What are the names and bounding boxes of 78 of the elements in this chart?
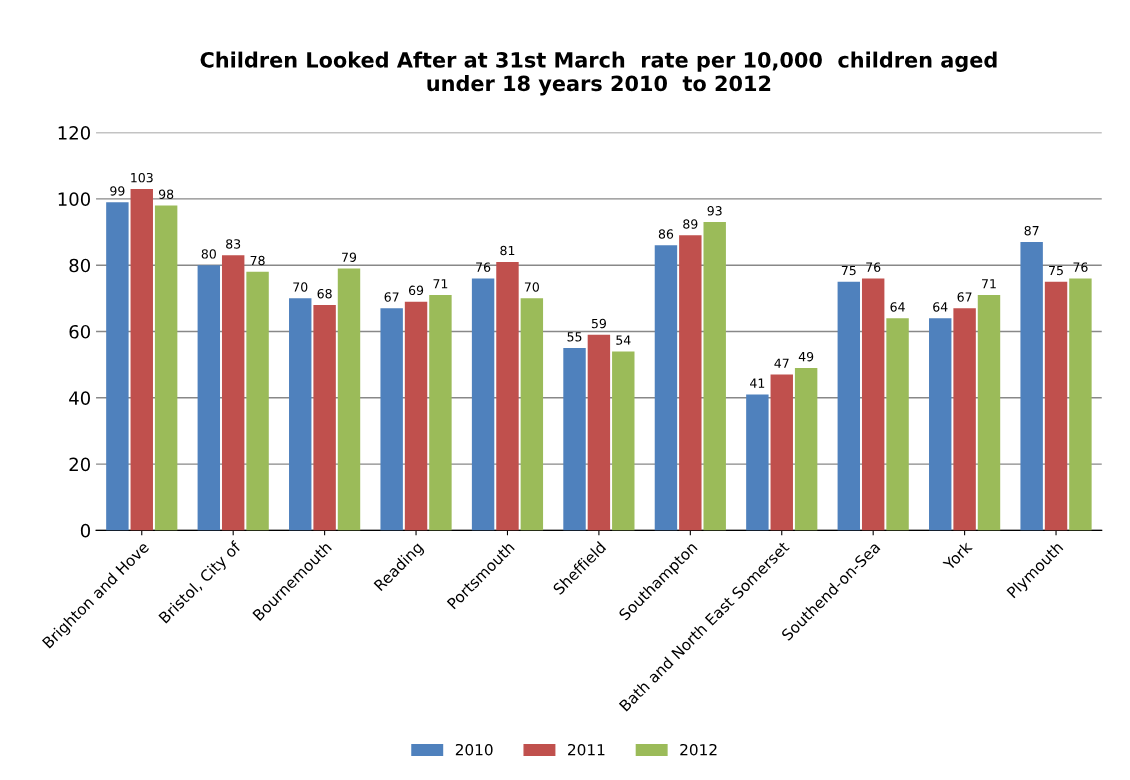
data-label: 87 bbox=[1024, 225, 1039, 236]
chart-title: Children Looked After at 31st March rate per 10,000 children aged under 18 years 2010 to 2012 bbox=[200, 51, 997, 96]
data-label: 76 bbox=[476, 262, 491, 272]
bar bbox=[703, 222, 726, 531]
bar bbox=[380, 308, 403, 531]
data-label: 103 bbox=[131, 172, 153, 183]
y-tick-label: 100 bbox=[58, 192, 90, 207]
data-label: 76 bbox=[866, 262, 881, 272]
data-label: 69 bbox=[408, 285, 424, 296]
bar bbox=[106, 202, 129, 531]
bar bbox=[154, 205, 178, 531]
data-label: 64 bbox=[890, 302, 905, 312]
data-label: 54 bbox=[616, 335, 631, 345]
bar bbox=[404, 301, 428, 531]
y-tick-label: 20 bbox=[69, 457, 90, 472]
bar bbox=[654, 245, 678, 531]
bar bbox=[977, 295, 1001, 531]
data-label: 83 bbox=[226, 239, 241, 249]
bar bbox=[496, 261, 519, 531]
y-tick-label: 60 bbox=[69, 324, 90, 339]
data-label: 41 bbox=[750, 378, 765, 388]
data-label: 67 bbox=[957, 292, 972, 302]
x-tick-label: York bbox=[942, 540, 973, 571]
bar bbox=[679, 235, 702, 531]
data-label: 68 bbox=[317, 288, 332, 299]
bar bbox=[587, 334, 611, 531]
data-label: 71 bbox=[433, 279, 448, 289]
data-label: 86 bbox=[658, 229, 674, 239]
legend-label: 2012 bbox=[680, 743, 717, 756]
data-label: 75 bbox=[1049, 265, 1063, 276]
bar bbox=[1020, 242, 1043, 531]
data-label: 49 bbox=[798, 351, 814, 362]
bar bbox=[429, 295, 452, 531]
bar bbox=[1069, 278, 1092, 531]
bar bbox=[612, 351, 635, 531]
data-label: 78 bbox=[250, 255, 265, 266]
data-label: 70 bbox=[293, 282, 308, 292]
bar bbox=[130, 188, 153, 531]
bar bbox=[794, 367, 818, 531]
y-tick-label: 40 bbox=[69, 391, 90, 405]
y-tick-label: 120 bbox=[58, 126, 90, 140]
bar bbox=[886, 318, 909, 531]
bar bbox=[337, 268, 361, 531]
y-tick-label: 0 bbox=[80, 523, 90, 538]
data-label: 64 bbox=[933, 302, 948, 312]
bar bbox=[520, 298, 544, 531]
bar bbox=[770, 374, 793, 531]
legend-label: 2011 bbox=[568, 743, 605, 756]
data-label: 55 bbox=[567, 332, 582, 342]
bar bbox=[746, 394, 769, 531]
bar bbox=[1044, 281, 1068, 531]
y-tick-label: 80 bbox=[69, 258, 90, 273]
bar bbox=[929, 318, 952, 531]
data-label: 75 bbox=[841, 265, 856, 276]
bar bbox=[861, 278, 885, 531]
data-label: 80 bbox=[201, 249, 216, 259]
bar bbox=[197, 265, 221, 531]
data-label: 81 bbox=[500, 245, 515, 256]
data-label: 79 bbox=[342, 252, 357, 262]
data-label: 98 bbox=[158, 189, 174, 199]
bar bbox=[837, 281, 861, 531]
data-label: 71 bbox=[982, 279, 996, 289]
data-label: 89 bbox=[683, 219, 698, 229]
bar bbox=[289, 298, 312, 531]
legend-label: 2010 bbox=[455, 743, 493, 756]
bar bbox=[953, 308, 976, 531]
bar bbox=[563, 348, 586, 531]
data-label: 93 bbox=[707, 206, 722, 216]
data-label: 99 bbox=[110, 186, 125, 196]
bar bbox=[471, 278, 495, 531]
bar bbox=[246, 271, 269, 531]
bar bbox=[313, 304, 336, 531]
data-label: 67 bbox=[384, 292, 399, 302]
bar bbox=[221, 255, 245, 531]
data-label: 59 bbox=[591, 318, 606, 329]
data-label: 70 bbox=[524, 282, 539, 292]
data-label: 47 bbox=[774, 358, 789, 368]
data-label: 76 bbox=[1073, 262, 1088, 272]
